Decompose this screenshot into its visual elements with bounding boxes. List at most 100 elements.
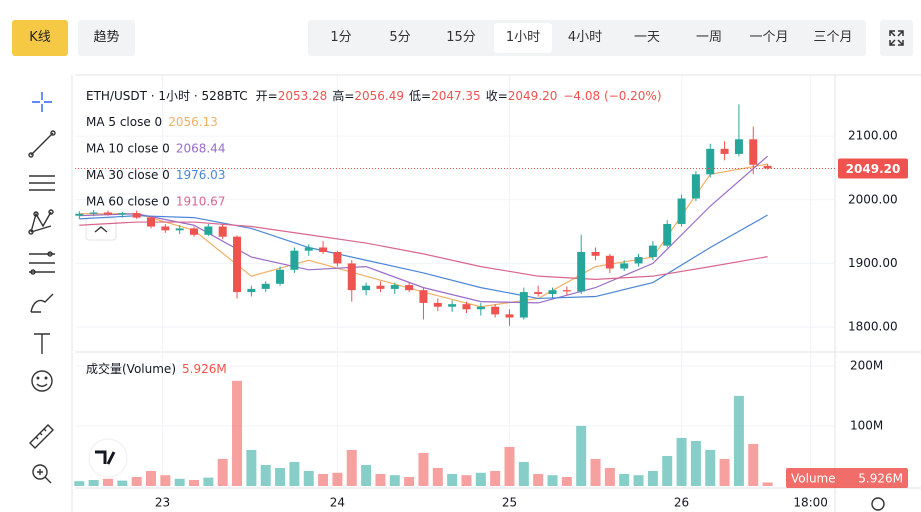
legend-text: 开= [256,89,278,103]
candle-body [534,292,543,294]
chart-title: ETH/USDT · 1小时 · 528BTC 开=2053.28 高=2056.4… [86,88,662,103]
legend-text: ETH/USDT · 1小时 · 528BTC [86,89,248,103]
candle-body [103,212,112,215]
candle-body [548,290,557,294]
last-price-badge [838,158,908,179]
candle-body [419,290,428,303]
volume-bar [88,479,99,486]
candle-body [706,148,715,175]
volume-bar [475,472,486,486]
candle-body [763,165,772,169]
candle-body [562,290,571,292]
collapse-icon [94,226,108,233]
interval-button[interactable]: 1分 [330,30,352,45]
candle-body [118,213,127,215]
legend-text: 5.926M [182,362,227,376]
volume-bar [633,475,644,486]
interval-button[interactable]: 三个月 [813,30,853,45]
ma-line [79,155,768,304]
legend-text: MA 10 close 0 [86,141,170,155]
legend-text: 高= [332,88,354,103]
candle-body [376,285,385,289]
candle-body [132,213,141,218]
legend-text: 收= [486,89,508,103]
candle-body [161,226,170,231]
candle-body [347,263,356,291]
volume-bar [217,458,228,486]
legend-text: 低= [409,89,431,103]
candle-body [605,255,614,269]
volume-bar [748,443,759,486]
volume-bar [318,473,329,486]
tab-trend[interactable]: 趋势 [78,20,135,56]
legend-text: 2047.35 [431,89,481,103]
interval-button[interactable]: 5分 [389,30,411,45]
candle-body [691,174,700,199]
volume-bar [117,480,128,486]
y-tick-label: 2100.00 [848,129,898,143]
candle-body [304,247,313,251]
volume-bar [576,425,587,486]
x-tick-label: 23 [155,496,170,510]
interval-button[interactable]: 一天 [633,30,660,45]
volume-tick-label: 100M [850,418,883,432]
candle-body [89,212,98,214]
tab-kline[interactable]: K线 [12,20,68,56]
volume-bar [146,470,156,486]
volume-bar [375,473,386,486]
y-tick-label: 2000.00 [848,192,898,206]
candle-body [362,285,371,291]
y-tick-label: 1800.00 [848,320,898,334]
volume-bar [604,467,615,486]
settings-icon[interactable] [871,497,885,511]
volume-bar [346,449,357,486]
collapse-button[interactable] [85,217,117,241]
candle-body [491,306,500,315]
candle-body [390,285,399,289]
volume-bar [404,476,415,486]
legend-text: MA 30 close 0 [86,168,170,182]
ma-legend: MA 60 close 0 1910.67 [86,194,225,208]
volume-bar [74,481,85,486]
volume-tick-label: 200M [850,358,883,372]
interval-button[interactable]: 4小时 [567,30,603,45]
candle-body [663,223,672,246]
volume-bar [246,449,257,486]
interval-button[interactable]: 15分 [446,30,476,45]
volume-bar [447,473,458,486]
volume-bar [232,380,243,486]
volume-bar [260,464,271,486]
legend-text: 1910.67 [176,194,226,208]
ma-legend: MA 10 close 0 2068.44 [86,141,225,155]
ma-legend: MA 30 close 0 1976.03 [86,168,225,182]
drawing-tools [28,92,56,484]
fullscreen-button[interactable] [880,20,913,56]
candle-body [448,304,457,307]
volume-bar [705,449,716,486]
candle-body [276,269,285,284]
candle-body [634,257,643,264]
interval-button[interactable]: 1小时 [494,23,552,53]
candle-body [233,236,242,293]
candle-body [505,314,514,318]
candle-body [405,285,414,291]
interval-button[interactable]: 一个月 [749,30,789,45]
volume-bar [662,455,673,486]
interval-button[interactable]: 一周 [695,30,722,45]
volume-bar [102,478,113,486]
candle-body [190,228,199,235]
volume-bar [490,470,501,486]
volume-bar [676,437,687,486]
volume-bar [504,446,515,486]
legend-text: 2056.13 [168,115,218,129]
candle-body [591,251,600,256]
candle-body [433,302,442,307]
x-tick-label: 25 [502,496,517,510]
volume-bar [619,473,630,486]
candle-body [204,226,213,235]
volume-badge [786,468,908,488]
legend-text: −4.08 (−0.20%) [563,89,661,103]
candle-body [147,217,155,227]
